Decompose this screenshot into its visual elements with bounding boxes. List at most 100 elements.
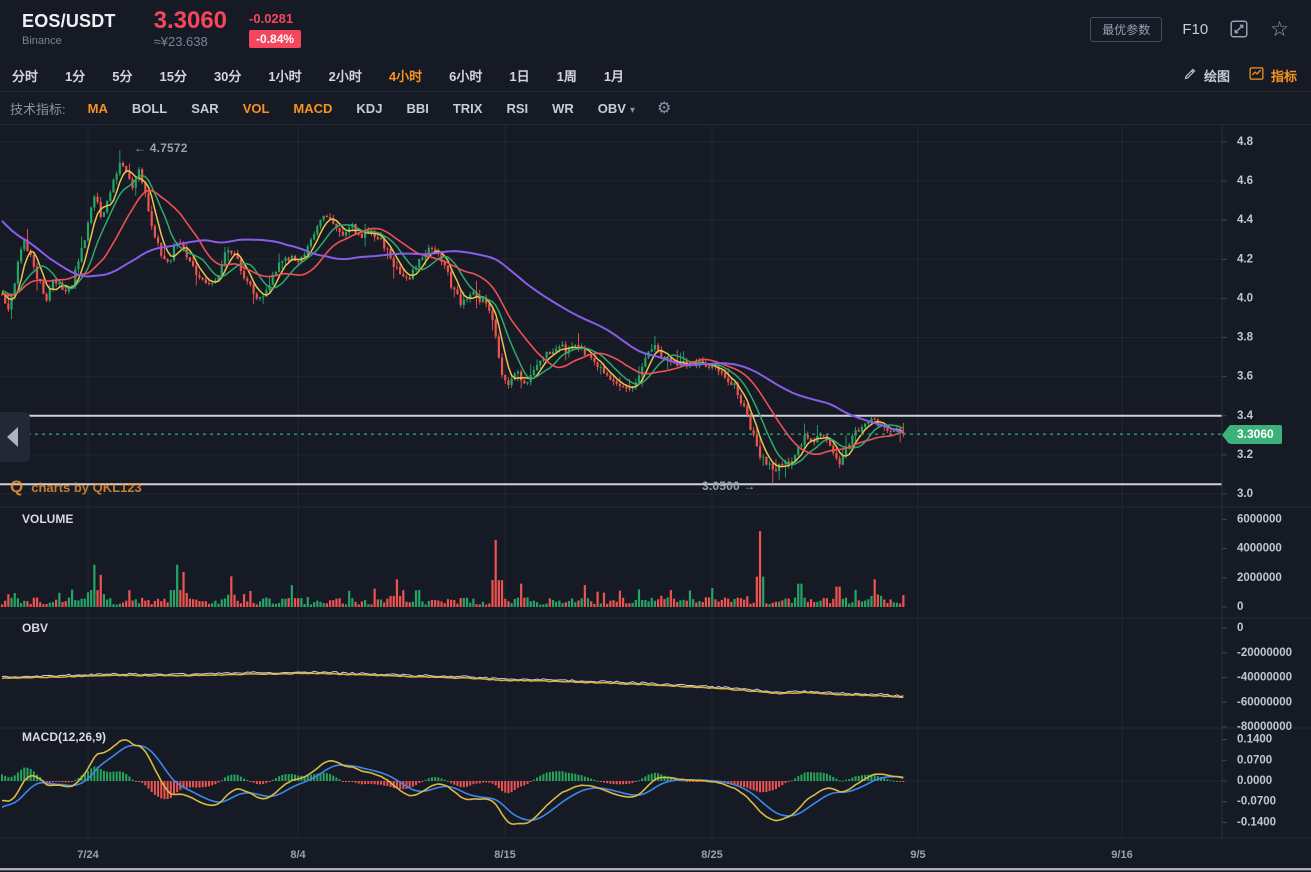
macd-axis-label: 0.0000 <box>1237 775 1272 787</box>
indicator-buttons: MA BOLL SAR VOL MACD KDJ BBI TRIX RSI WR OBV ▾ <box>66 101 635 116</box>
indicator-bar-label: 技术指标: <box>10 101 66 117</box>
price-axis-label: 3.8 <box>1237 332 1254 344</box>
timeframe-tab-1小时[interactable]: 1小时 <box>268 68 302 84</box>
chart-tools: 绘图 指标 <box>1183 65 1311 85</box>
indicator-chart-icon <box>1248 65 1265 85</box>
exchange-name: Binance <box>22 35 62 47</box>
qkl123-logo-icon: Q <box>10 477 24 496</box>
obv-axis-label: -80000000 <box>1237 721 1292 733</box>
gridlines <box>0 123 1222 838</box>
f10-button[interactable]: F10 <box>1182 20 1209 38</box>
change-block: -0.0281 -0.84% <box>249 10 302 48</box>
macd-axis-label: 0.1400 <box>1237 734 1272 746</box>
timeframe-tab-5分[interactable]: 5分 <box>112 68 133 84</box>
price-axis-label: 4.2 <box>1237 253 1253 265</box>
timeframe-tab-分时[interactable]: 分时 <box>12 68 39 84</box>
timeframe-tabs: 分时 1分 5分 15分 30分 1小时 2小时 4小时 6小时 1日 1周 1月 <box>0 66 624 85</box>
timeframe-tab-1分[interactable]: 1分 <box>65 68 86 84</box>
gear-icon[interactable]: ⚙ <box>657 100 672 117</box>
scroll-left-button[interactable] <box>0 412 30 462</box>
indicator-button-wr[interactable]: WR <box>552 100 574 116</box>
chevron-down-icon: ▾ <box>629 104 635 116</box>
macd-axis-label: -0.1400 <box>1237 816 1276 828</box>
timeframe-tab-1周[interactable]: 1周 <box>556 68 577 84</box>
price-axis-label: 3.0 <box>1237 488 1253 500</box>
price-axis-label: 4.0 <box>1237 292 1253 304</box>
x-axis-label: 9/16 <box>1111 849 1132 861</box>
obv-axis-label: -60000000 <box>1237 696 1292 708</box>
x-axis-label: 8/25 <box>701 849 722 861</box>
candlesticks <box>0 150 905 485</box>
panel-dividers <box>0 122 1311 871</box>
indicators-tool-button[interactable]: 指标 <box>1248 65 1297 85</box>
optimal-params-button[interactable]: 最优参数 <box>1090 16 1163 42</box>
timeframe-tab-30分[interactable]: 30分 <box>213 68 242 84</box>
favorite-star-icon[interactable]: ☆ <box>1270 17 1289 41</box>
x-axis-label: 7/24 <box>77 849 99 861</box>
timeframe-tab-2小时[interactable]: 2小时 <box>328 68 362 84</box>
obv-panel-label: OBV <box>22 621 49 635</box>
last-price-axis-badge: 3.3060 <box>1222 425 1282 444</box>
symbol-block: EOS/USDT Binance <box>0 11 116 47</box>
timeframe-tab-1日[interactable]: 1日 <box>509 68 530 84</box>
price-axis-label: 4.4 <box>1237 214 1254 226</box>
price-axis-label: 3.4 <box>1237 410 1254 422</box>
macd-axis-label: -0.0700 <box>1237 796 1276 808</box>
indicator-button-boll[interactable]: BOLL <box>131 100 168 116</box>
macd-panel-label: MACD(12,26,9) <box>22 730 107 744</box>
price-axis-label: 4.6 <box>1237 175 1253 187</box>
watermark: Q charts by QKL123 <box>10 477 142 496</box>
indicator-button-obv[interactable]: OBV ▾ <box>597 100 635 116</box>
indicator-button-bbi[interactable]: BBI <box>406 100 429 116</box>
price-change-percent-badge: -0.84% <box>249 29 302 48</box>
macd-axis-label: 0.0700 <box>1237 754 1272 766</box>
x-axis-label: 8/4 <box>290 849 306 861</box>
price-axis-label: 3.2 <box>1237 449 1253 461</box>
horizontal-price-lines <box>0 414 1222 486</box>
indicator-button-rsi[interactable]: RSI <box>506 100 529 116</box>
timeframe-tab-6小时[interactable]: 6小时 <box>449 68 483 84</box>
obv-axis-label: 0 <box>1237 622 1243 634</box>
indicator-button-trix[interactable]: TRIX <box>452 100 483 116</box>
indicator-button-kdj[interactable]: KDJ <box>356 100 383 116</box>
x-axis-label: 9/5 <box>910 849 925 861</box>
volume-bars <box>0 531 905 607</box>
price-axis-label: 3.6 <box>1237 371 1253 383</box>
macd-panel <box>1 739 905 825</box>
header: EOS/USDT Binance 3.3060 ≈¥23.638 -0.0281… <box>0 0 1311 59</box>
high-price-annotation: ← 4.7572 <box>134 141 188 155</box>
price-block: 3.3060 ≈¥23.638 <box>153 7 228 50</box>
obv-lines <box>1 670 904 699</box>
obv-axis-label: -40000000 <box>1237 672 1292 684</box>
timeframe-tab-4小时[interactable]: 4小时 <box>388 68 423 84</box>
header-actions: 最优参数 F10 ☆ <box>1090 16 1311 42</box>
timeframe-tab-1月[interactable]: 1月 <box>603 68 625 84</box>
price-change: -0.0281 <box>249 10 294 26</box>
last-price: 3.3060 <box>153 7 228 34</box>
indicator-button-ma[interactable]: MA <box>87 100 108 116</box>
timeframe-tab-15分[interactable]: 15分 <box>159 68 187 84</box>
indicator-bar: 技术指标: MA BOLL SAR VOL MACD KDJ BBI TRIX RSI WR OBV… <box>0 92 1311 125</box>
obv-axis-label: -20000000 <box>1237 647 1292 659</box>
volume-axis-label: 6000000 <box>1237 513 1282 525</box>
price-axis-label: 4.8 <box>1237 136 1254 148</box>
low-price-annotation: 3.0500 → <box>702 479 756 493</box>
symbol-name: EOS/USDT <box>22 11 116 31</box>
pencil-icon <box>1183 66 1198 84</box>
fullscreen-icon[interactable] <box>1228 18 1250 40</box>
volume-axis-label: 0 <box>1237 601 1243 613</box>
axis-labels: 4.8 4.6 4.4 4.2 4.0 3.8 3.6 3.4 3.2 3.0 6000000 400… <box>77 136 1292 861</box>
volume-axis-label: 2000000 <box>1237 572 1282 584</box>
indicator-button-sar[interactable]: SAR <box>191 100 219 116</box>
volume-panel-label: VOLUME <box>22 512 74 526</box>
moving-average-lines <box>1 170 904 468</box>
indicator-button-vol[interactable]: VOL <box>242 100 270 116</box>
cny-value: ≈¥23.638 <box>153 34 208 49</box>
draw-tool-button[interactable]: 绘图 <box>1183 66 1230 85</box>
x-axis-label: 8/15 <box>494 849 515 861</box>
indicator-button-macd[interactable]: MACD <box>293 100 333 116</box>
volume-axis-label: 4000000 <box>1237 543 1282 555</box>
timeframe-bar: 分时 1分 5分 15分 30分 1小时 2小时 4小时 6小时 1日 1周 1月 绘图 指标 <box>0 59 1311 92</box>
